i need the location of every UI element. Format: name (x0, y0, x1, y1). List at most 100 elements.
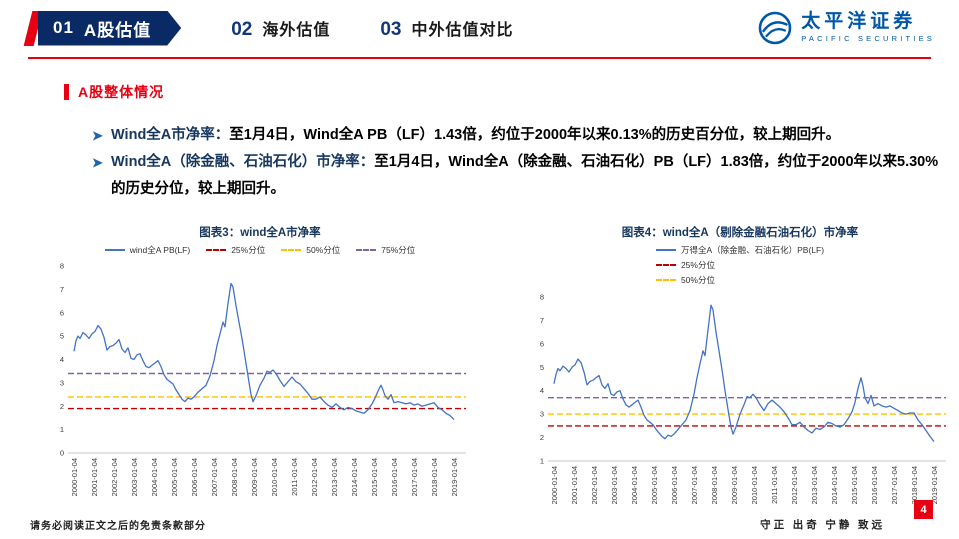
legend-label: 25%分位 (231, 245, 266, 255)
chart-canvas: 0 1 2 3 4 5 6 7 8 2000-01-04 2001-01-04 2002-01-04 2… (60, 262, 466, 496)
svg-text:2001-01-04: 2001-01-04 (90, 458, 99, 496)
svg-text:2003-01-04: 2003-01-04 (610, 466, 619, 504)
section-heading: A股整体情况 (64, 82, 164, 102)
svg-text:2: 2 (60, 402, 64, 411)
svg-text:2: 2 (540, 433, 544, 442)
svg-text:2006-01-04: 2006-01-04 (670, 466, 679, 504)
svg-text:2012-01-04: 2012-01-04 (790, 466, 799, 504)
svg-text:2013-01-04: 2013-01-04 (810, 466, 819, 504)
legend-label: wind全A PB(LF) (129, 245, 191, 255)
svg-text:5: 5 (540, 363, 544, 372)
chart-wind-all-a-pb: 图表3：wind全A市净率 wind全A PB(LF) 25%分位 50%分位 75%… (44, 224, 476, 526)
svg-text:5: 5 (60, 332, 64, 341)
svg-text:2007-01-04: 2007-01-04 (210, 458, 219, 496)
bullet-lead: Wind全A（除金融、石油石化）市净率： (111, 153, 375, 170)
legend-label: 万得全A（除金融、石油石化）PB(LF) (680, 245, 825, 255)
svg-text:2011-01-04: 2011-01-04 (770, 466, 779, 504)
tab-number: 02 (231, 18, 253, 40)
tab-cn-foreign-valuation-compare[interactable]: 03 中外估值对比 (380, 16, 513, 41)
svg-text:4: 4 (540, 386, 544, 395)
svg-text:7: 7 (540, 316, 544, 325)
bullet-item: ➤ Wind全A市净率：至1月4日，Wind全A PB（LF）1.43倍，约位于… (92, 122, 940, 149)
legend-dashed-line-swatch (206, 249, 227, 251)
svg-text:2002-01-04: 2002-01-04 (590, 466, 599, 504)
svg-text:2001-01-04: 2001-01-04 (570, 466, 579, 504)
svg-text:2019-01-04: 2019-01-04 (930, 466, 939, 504)
svg-text:2018-01-04: 2018-01-04 (910, 466, 919, 504)
header-red-divider (28, 57, 931, 59)
svg-text:2019-01-04: 2019-01-04 (450, 458, 459, 496)
logo-swirl-icon (758, 11, 792, 45)
svg-text:2014-01-04: 2014-01-04 (830, 466, 839, 504)
svg-text:2010-01-04: 2010-01-04 (750, 466, 759, 504)
svg-text:2003-01-04: 2003-01-04 (130, 458, 139, 496)
footer-disclaimer: 请务必阅读正文之后的免责条款部分 (30, 521, 206, 532)
legend-label: 50%分位 (680, 275, 715, 285)
tab-label: 中外估值对比 (411, 21, 514, 39)
chart-legend: 万得全A（除金融、石油石化）PB(LF) 25%分位 50%分位 (655, 244, 825, 286)
section-title: A股整体情况 (78, 84, 165, 100)
bullet-arrow-icon: ➤ (92, 154, 103, 170)
legend-item: 75%分位 (356, 244, 415, 256)
svg-text:2015-01-04: 2015-01-04 (850, 466, 859, 504)
page-number-badge: 4 (914, 500, 933, 519)
bullet-text: 至1月4日，Wind全A PB（LF）1.43倍，约位于2000年以来0.13%… (229, 127, 841, 143)
bullet-arrow-icon: ➤ (92, 128, 103, 143)
legend-item: 万得全A（除金融、石油石化）PB(LF) (655, 244, 825, 256)
legend-item: 25%分位 (655, 259, 824, 271)
legend-dashed-line-swatch (356, 249, 377, 251)
legend-item: wind全A PB(LF) (104, 244, 191, 256)
legend-dashed-line-swatch (655, 264, 676, 266)
legend-dashed-line-swatch (655, 279, 676, 281)
header: 01 A股估值 02 海外估值 03 中外估值对比 太平洋证券 PACIFIC (23, 10, 935, 46)
svg-text:8: 8 (60, 262, 64, 271)
legend-item: 50%分位 (655, 274, 824, 286)
legend-label: 25%分位 (680, 260, 715, 270)
chart-canvas: 1 2 3 4 5 6 7 8 2000-01-04 2001-01-04 2002-01-04 20… (540, 293, 946, 504)
legend-dashed-line-swatch (281, 249, 302, 251)
footer-motto: 守正 出奇 宁静 致远 (760, 520, 885, 531)
legend-label: 50%分位 (306, 245, 341, 255)
legend-label: 75%分位 (381, 245, 416, 255)
svg-text:3: 3 (540, 410, 544, 419)
chart-wind-all-a-ex-fin-pb: 图表4：wind全A（剔除金融石油石化）市净率 万得全A（除金融、石油石化）PB… (524, 224, 956, 526)
svg-text:6: 6 (60, 308, 64, 317)
svg-text:2010-01-04: 2010-01-04 (270, 458, 279, 496)
svg-text:2005-01-04: 2005-01-04 (170, 458, 179, 496)
svg-text:2015-01-04: 2015-01-04 (370, 458, 379, 496)
bullet-lead: Wind全A市净率： (111, 127, 230, 143)
svg-text:4: 4 (60, 355, 64, 364)
legend-solid-line-swatch (104, 249, 125, 251)
logo-name-cn: 太平洋证券 (801, 11, 917, 33)
legend-solid-line-swatch (655, 249, 676, 251)
bullet-text: 至1月4日，Wind全A（除金融、石油石化）PB（LF）1.83倍，约位于200… (111, 153, 939, 197)
svg-text:2002-01-04: 2002-01-04 (110, 458, 119, 496)
pacific-securities-logo: 太平洋证券 PACIFIC SECURITIES (757, 10, 935, 46)
charts-row: 图表3：wind全A市净率 wind全A PB(LF) 25%分位 50%分位 75%… (44, 224, 956, 526)
bullet-list: ➤ Wind全A市净率：至1月4日，Wind全A PB（LF）1.43倍，约位于… (92, 122, 940, 202)
svg-text:1: 1 (60, 425, 64, 434)
tab-label: 海外估值 (262, 21, 331, 39)
svg-text:8: 8 (540, 293, 544, 302)
svg-text:2016-01-04: 2016-01-04 (870, 466, 879, 504)
svg-text:2009-01-04: 2009-01-04 (730, 466, 739, 504)
svg-text:2014-01-04: 2014-01-04 (350, 458, 359, 496)
svg-text:2005-01-04: 2005-01-04 (650, 466, 659, 504)
section-red-bar (64, 84, 69, 100)
svg-text:1: 1 (540, 457, 544, 466)
logo-text: 太平洋证券 PACIFIC SECURITIES (801, 11, 935, 44)
svg-text:2012-01-04: 2012-01-04 (310, 458, 319, 496)
svg-text:2007-01-04: 2007-01-04 (690, 466, 699, 504)
svg-text:2000-01-04: 2000-01-04 (70, 458, 79, 496)
chart-title: 图表3：wind全A市净率 (199, 227, 321, 239)
chart-title: 图表4：wind全A（剔除金融石油石化）市净率 (621, 227, 859, 239)
svg-text:2004-01-04: 2004-01-04 (630, 466, 639, 504)
svg-text:7: 7 (60, 285, 64, 294)
bullet-item: ➤ Wind全A（除金融、石油石化）市净率：至1月4日，Wind全A（除金融、石… (92, 149, 940, 203)
tab-a-share-valuation[interactable]: 01 A股估值 (23, 10, 181, 46)
svg-text:2013-01-04: 2013-01-04 (330, 458, 339, 496)
svg-text:2000-01-04: 2000-01-04 (550, 466, 559, 504)
svg-text:0: 0 (60, 449, 64, 458)
tab-overseas-valuation[interactable]: 02 海外估值 (231, 16, 330, 41)
